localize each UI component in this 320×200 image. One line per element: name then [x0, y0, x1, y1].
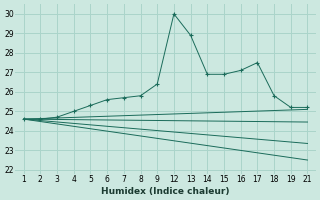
X-axis label: Humidex (Indice chaleur): Humidex (Indice chaleur) — [101, 187, 230, 196]
